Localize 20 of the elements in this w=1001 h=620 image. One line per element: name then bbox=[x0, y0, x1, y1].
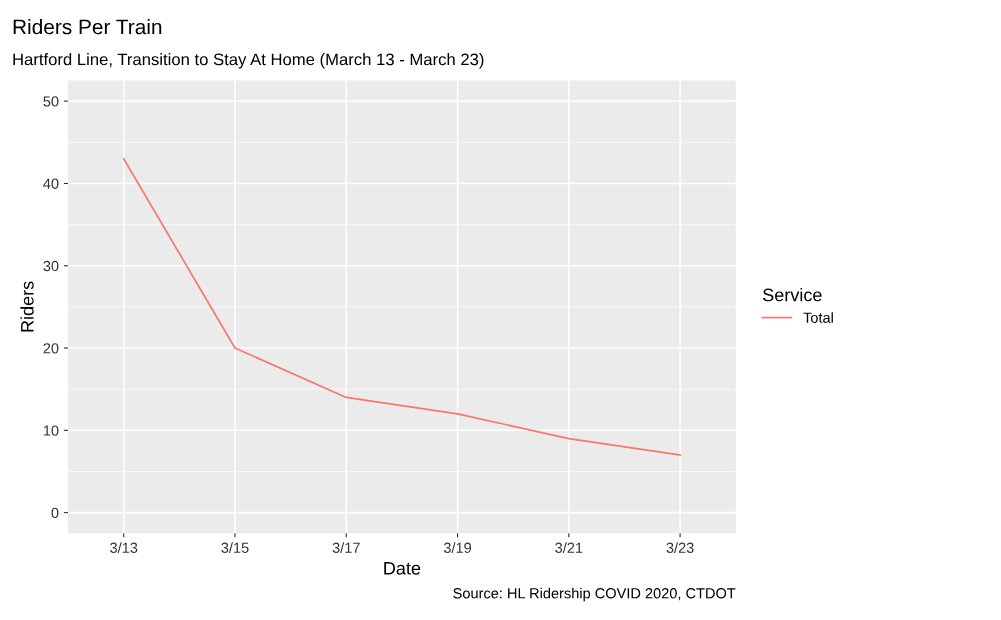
y-tick-label: 10 bbox=[43, 425, 59, 436]
x-tick-label: 3/17 bbox=[332, 542, 360, 553]
legend-title: Service bbox=[763, 288, 822, 302]
x-tick-label: 3/21 bbox=[555, 542, 583, 553]
y-tick-label: 0 bbox=[51, 507, 59, 519]
chart-title: Riders Per Train bbox=[13, 19, 162, 35]
source-note: Source: HL Ridership COVID 2020, CTDOT bbox=[453, 587, 736, 602]
x-tick-label: 3/19 bbox=[443, 542, 472, 553]
x-axis-title: Date bbox=[384, 562, 421, 575]
y-tick-label: 30 bbox=[43, 260, 59, 272]
y-tick-label: 20 bbox=[43, 343, 59, 354]
y-axis-title: Riders bbox=[20, 281, 34, 332]
chart-subtitle: Hartford Line, Transition to Stay At Home (March 13 - March 23) bbox=[13, 53, 484, 69]
x-tick-label: 3/13 bbox=[110, 542, 138, 553]
x-tick-label: 3/23 bbox=[666, 542, 694, 553]
x-tick-label: 3/15 bbox=[221, 542, 249, 553]
y-tick-label: 40 bbox=[43, 178, 59, 189]
y-tick-label: 50 bbox=[43, 96, 59, 107]
line-series bbox=[122, 157, 681, 456]
legend-label: Total bbox=[803, 312, 833, 323]
